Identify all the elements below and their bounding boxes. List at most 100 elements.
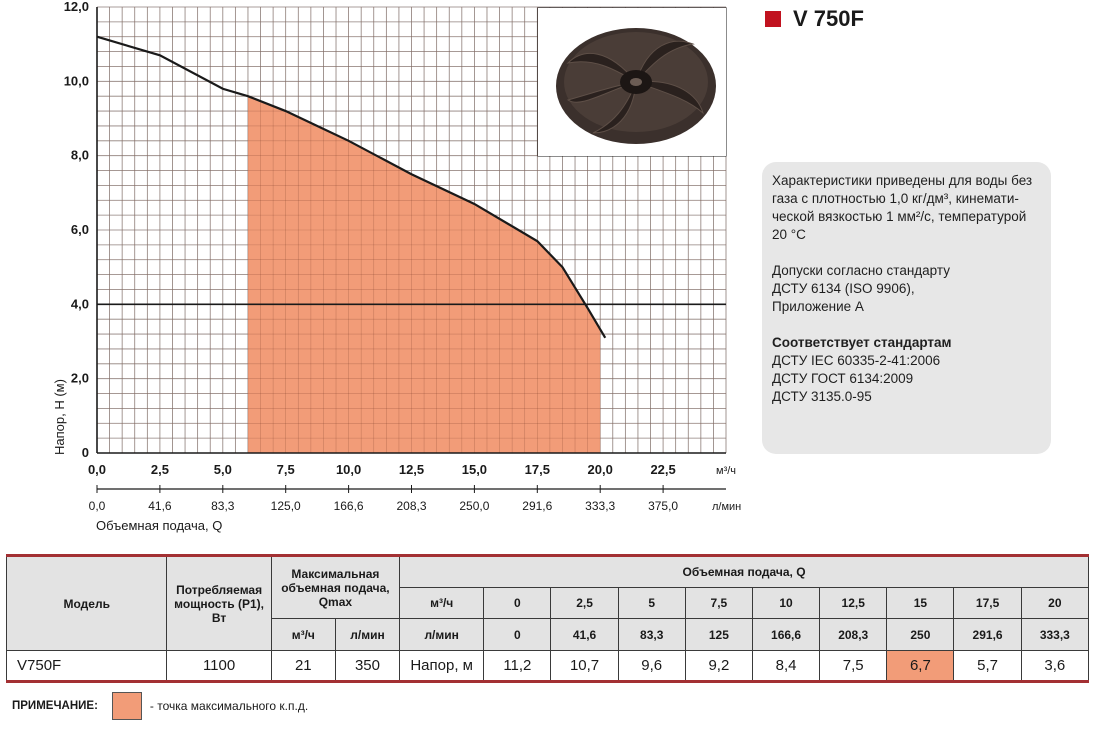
x2-tick-label: 166,6: [334, 499, 364, 513]
head-cell: 5,7: [953, 650, 1022, 682]
info-line: ДСТУ 3135.0-95: [772, 389, 872, 404]
info-line: ческой вязкостью 1 мм²/с, температурой: [772, 209, 1027, 224]
flow-lmin-cell: 208,3: [819, 618, 888, 651]
x-tick-label: 0,0: [88, 462, 106, 477]
y-tick-label: 8,0: [71, 148, 89, 163]
note-label: ПРИМЕЧАНИЕ:: [12, 700, 98, 712]
x2-tick-label: 0,0: [89, 499, 106, 513]
flow-m3h-cell: 10: [751, 587, 821, 619]
x-tick-label: 5,0: [214, 462, 232, 477]
flow-m3h-cell: 15: [886, 587, 955, 619]
x-tick-label: 15,0: [462, 462, 487, 477]
y-axis-title: Напор, H (м): [52, 379, 67, 455]
x-tick-label: 17,5: [525, 462, 550, 477]
head-cell: 11,2: [483, 650, 552, 682]
head-cell: 3,6: [1020, 650, 1090, 682]
power-cell: 1100: [166, 650, 272, 682]
qmax-m3h-cell: 21: [270, 650, 336, 682]
flow-lmin-cell: 41,6: [550, 618, 619, 651]
info-line: Допуски согласно стандарту: [772, 263, 950, 278]
flow-lmin-cell: 250: [886, 618, 955, 651]
x2-tick-labels: 0,0 41,6 83,3 125,0 166,6 208,3 250,0 291,6 333,…: [89, 485, 678, 513]
head-label-cell: Напор, м: [399, 650, 485, 682]
x-unit-label: м³/ч: [716, 465, 736, 477]
y-tick-label: 2,0: [71, 371, 89, 386]
header-qmax-lmin: л/мин: [334, 618, 401, 651]
x2-tick-label: 333,3: [585, 499, 615, 513]
head-curve: [96, 35, 607, 339]
head-cell: 8,4: [751, 650, 821, 682]
x-tick-label: 2,5: [151, 462, 169, 477]
header-flow: Объемная подача, Q: [399, 555, 1089, 588]
title-marker: [765, 11, 781, 27]
flow-m3h-cell: 12,5: [819, 587, 888, 619]
info-paragraph-conditions: Характеристики приведены для воды без га…: [772, 172, 1043, 244]
x2-tick-label: 375,0: [648, 499, 678, 513]
flow-m3h-cell: 5: [617, 587, 686, 619]
header-qmax-m3h: м³/ч: [270, 618, 336, 651]
table-row: V750F 1100 21 350 Напор, м 11,2 10,7 9,6…: [5, 650, 1090, 682]
info-line: ДСТУ IEC 60335-2-41:2006: [772, 353, 941, 368]
model-cell: V750F: [5, 650, 168, 682]
x2-tick-label: 250,0: [459, 499, 489, 513]
head-cell: 7,5: [819, 650, 888, 682]
info-paragraph-tolerances: Допуски согласно стандарту ДСТУ 6134 (IS…: [772, 262, 1043, 316]
note: ПРИМЕЧАНИЕ: - точка максимального к.п.д.: [12, 692, 308, 720]
header-m3h: м³/ч: [399, 587, 485, 619]
model-title: V 750F: [765, 6, 864, 32]
info-line: Приложение А: [772, 299, 864, 314]
x-tick-label: 20,0: [588, 462, 613, 477]
x-tick-label: 12,5: [399, 462, 424, 477]
note-text: - точка максимального к.п.д.: [149, 699, 309, 713]
x2-tick-label: 125,0: [271, 499, 301, 513]
y-tick-label: 12,0: [64, 0, 89, 14]
header-model: Модель: [5, 555, 168, 651]
info-line: газа с плотностью 1,0 кг/дм³, кинемати-: [772, 191, 1019, 206]
flow-m3h-cell: 7,5: [684, 587, 753, 619]
info-line: 20 °C: [772, 227, 806, 242]
flow-m3h-cell: 20: [1020, 587, 1090, 619]
model-title-text: V 750F: [793, 6, 864, 31]
flow-lmin-cell: 166,6: [751, 618, 821, 651]
flow-m3h-cell: 0: [483, 587, 552, 619]
impeller-image: [538, 8, 726, 156]
flow-m3h-cell: 17,5: [953, 587, 1022, 619]
info-box: Характеристики приведены для воды без га…: [762, 162, 1051, 454]
head-cell: 9,2: [684, 650, 753, 682]
efficiency-area: [247, 96, 601, 453]
efficiency-swatch: [111, 692, 142, 720]
head-cell: 10,7: [550, 650, 619, 682]
x2-tick-label: 83,3: [211, 499, 235, 513]
head-cell: 9,6: [617, 650, 686, 682]
y-tick-label: 6,0: [71, 222, 89, 237]
head-cell: 6,7: [886, 650, 955, 682]
flow-lmin-cell: 125: [684, 618, 753, 651]
x2-unit-label: л/мин: [712, 501, 741, 513]
flow-lmin-cell: 333,3: [1020, 618, 1090, 651]
x-tick-label: 22,5: [650, 462, 675, 477]
info-line: ДСТУ ГОСТ 6134:2009: [772, 371, 914, 386]
standards-title: Соответствует стандартам: [772, 335, 952, 350]
spec-table: Модель Потребляемая мощность (P1), Вт Ма…: [5, 554, 1090, 683]
x2-tick-label: 208,3: [396, 499, 426, 513]
y-tick-label: 10,0: [64, 73, 89, 88]
info-line: ДСТУ 6134 (ISO 9906),: [772, 281, 915, 296]
x-tick-labels: 0,0 2,5 5,0 7,5 10,0 12,5 15,0 17,5 20,0 22,5: [88, 462, 676, 477]
info-line: Характеристики приведены для воды без: [772, 173, 1033, 188]
y-tick-labels: 0 2,0 4,0 6,0 8,0 10,0 12,0: [64, 0, 89, 460]
x2-tick-label: 291,6: [522, 499, 552, 513]
header-power: Потребляемая мощность (P1), Вт: [166, 555, 272, 651]
x-tick-label: 10,0: [336, 462, 361, 477]
x-tick-label: 7,5: [277, 462, 295, 477]
x-axis-title: Объемная подача, Q: [96, 518, 222, 533]
header-lmin: л/мин: [399, 618, 485, 651]
x2-tick-label: 41,6: [148, 499, 172, 513]
info-paragraph-standards: Соответствует стандартам ДСТУ IEC 60335-…: [772, 334, 1043, 406]
qmax-lmin-cell: 350: [334, 650, 401, 682]
y-tick-label: 0: [82, 445, 89, 460]
flow-lmin-cell: 0: [483, 618, 552, 651]
flow-lmin-cell: 291,6: [953, 618, 1022, 651]
flow-m3h-cell: 2,5: [550, 587, 619, 619]
header-qmax: Максимальная объемная подача, Qmax: [270, 555, 401, 619]
flow-lmin-cell: 83,3: [617, 618, 686, 651]
